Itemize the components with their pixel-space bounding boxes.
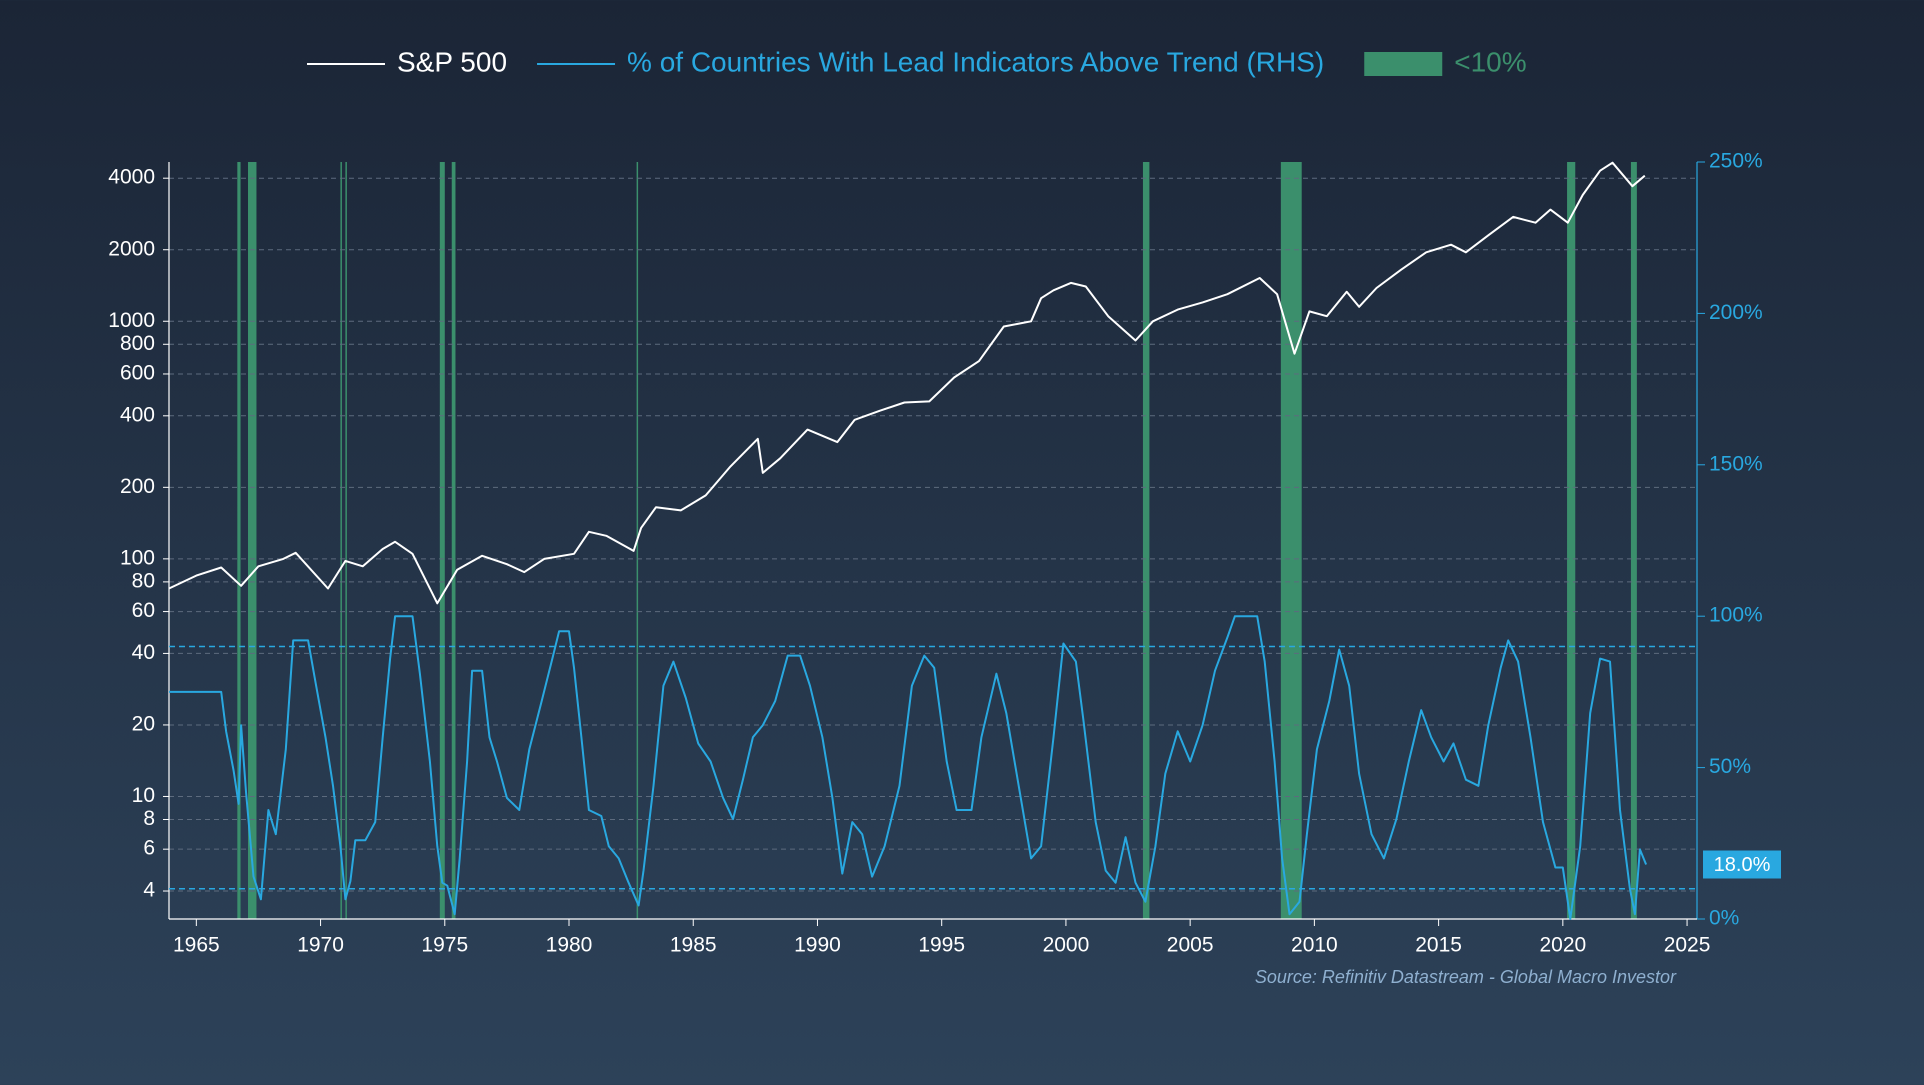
highlight-band bbox=[340, 162, 342, 919]
highlight-band bbox=[451, 162, 456, 919]
x-tick-label: 2020 bbox=[1539, 934, 1586, 957]
x-tick-label: 2015 bbox=[1415, 934, 1462, 957]
source-note: Source: Refinitiv Datastream - Global Ma… bbox=[1255, 967, 1677, 987]
y-tick-label: 40 bbox=[132, 641, 155, 664]
highlight-band bbox=[345, 162, 347, 919]
legend-swatch bbox=[1364, 52, 1443, 76]
y-tick-label: 200 bbox=[120, 475, 155, 498]
y-tick-label: 6 bbox=[143, 837, 155, 860]
y-tick-label: 20 bbox=[132, 712, 155, 735]
y-tick-label: 600 bbox=[120, 362, 155, 385]
highlight-band bbox=[1142, 162, 1150, 919]
y-tick-label: 400 bbox=[120, 403, 155, 426]
x-tick-label: 1970 bbox=[297, 934, 344, 957]
highlight-band bbox=[1567, 162, 1576, 919]
y-tick-label: 4 bbox=[143, 879, 155, 902]
y-tick-label: 10 bbox=[132, 784, 155, 807]
y-tick-label: 4000 bbox=[108, 166, 155, 189]
series-line bbox=[169, 615, 1648, 920]
value-label-box bbox=[1703, 850, 1781, 879]
y2-tick-label: 250% bbox=[1709, 150, 1763, 173]
highlight-band bbox=[439, 162, 445, 919]
x-tick-label: 2010 bbox=[1291, 934, 1338, 957]
highlight-band bbox=[1630, 162, 1637, 919]
highlight-band bbox=[248, 162, 257, 919]
y-tick-label: 2000 bbox=[108, 237, 155, 260]
y-tick-label: 100 bbox=[120, 546, 155, 569]
y2-tick-label: 0% bbox=[1709, 907, 1739, 930]
y2-tick-label: 200% bbox=[1709, 301, 1763, 324]
x-tick-label: 1980 bbox=[546, 934, 593, 957]
y-tick-label: 8 bbox=[143, 807, 155, 830]
y-tick-label: 1000 bbox=[108, 309, 155, 332]
x-tick-label: 1975 bbox=[421, 934, 468, 957]
y2-tick-label: 50% bbox=[1709, 755, 1751, 778]
highlight-band bbox=[237, 162, 241, 919]
y2-tick-label: 100% bbox=[1709, 604, 1763, 627]
x-tick-label: 1990 bbox=[794, 934, 841, 957]
x-tick-label: 1965 bbox=[173, 934, 220, 957]
value-label: 18.0% bbox=[1714, 854, 1771, 876]
x-tick-label: 2025 bbox=[1664, 934, 1711, 957]
x-tick-label: 2005 bbox=[1167, 934, 1214, 957]
legend-label: % of Countries With Lead Indicators Abov… bbox=[627, 46, 1324, 77]
y-tick-label: 800 bbox=[120, 332, 155, 355]
legend-label: S&P 500 bbox=[397, 46, 507, 77]
y-tick-label: 60 bbox=[132, 599, 155, 622]
highlight-band bbox=[1280, 162, 1302, 919]
x-tick-label: 2000 bbox=[1043, 934, 1090, 957]
x-tick-label: 1985 bbox=[670, 934, 717, 957]
legend-label: <10% bbox=[1454, 46, 1526, 77]
x-tick-label: 1995 bbox=[918, 934, 965, 957]
y2-tick-label: 150% bbox=[1709, 452, 1763, 475]
y-tick-label: 80 bbox=[132, 569, 155, 592]
series-line bbox=[168, 161, 1646, 605]
